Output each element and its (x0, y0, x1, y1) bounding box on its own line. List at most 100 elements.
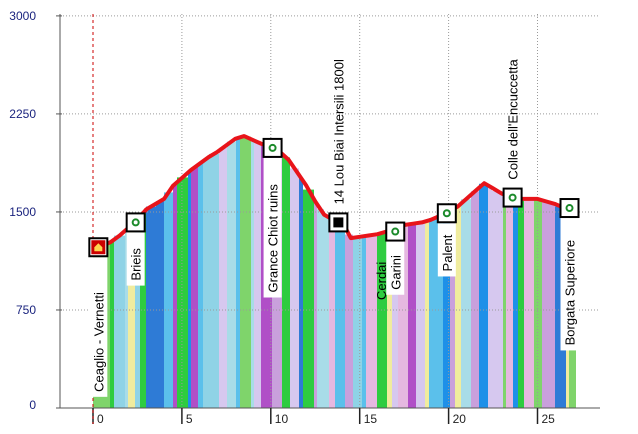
elevation-stripe (392, 227, 398, 408)
elevation-stripe (219, 147, 227, 409)
elevation-stripe (353, 237, 362, 408)
y-tick-label: 0 (29, 398, 36, 412)
elevation-stripe (551, 203, 555, 408)
elevation-stripe (317, 209, 324, 408)
elevation-stripe (518, 198, 524, 408)
waypoint-label: Grance Chiot ruins (266, 184, 281, 293)
waypoint-label-box (263, 157, 282, 298)
elevation-stripe (455, 206, 461, 408)
x-axis-ticks: 0 5 10 15 20 25 (92, 408, 556, 426)
elevation-stripe (125, 229, 128, 408)
waypoint: 14 Lou Biai Intersili 1800l (328, 59, 349, 233)
elevation-stripe (377, 233, 380, 408)
elevation-stripe (177, 177, 188, 408)
elevation-stripe (425, 220, 429, 408)
elevation-stripe (450, 209, 455, 408)
elevation-stripe (227, 141, 236, 408)
elevation-stripe (324, 216, 329, 408)
x-tick-label: 15 (364, 412, 378, 426)
elevation-stripe (329, 219, 335, 408)
waypoint-label: Garini (388, 255, 403, 290)
elevation-stripe (261, 144, 266, 408)
elevation-stripe (534, 199, 542, 408)
elevation-stripe (398, 225, 408, 408)
waypoint-label: Brieis (129, 248, 144, 281)
square-icon (333, 217, 344, 228)
elevation-stripe (110, 241, 114, 408)
dot-icon (442, 209, 451, 218)
x-tick-label: 0 (97, 412, 104, 426)
y-axis-ticks: 0 750 1500 2250 3000 (9, 9, 62, 412)
dot-icon (391, 227, 400, 236)
dot-icon (131, 218, 140, 227)
x-tick-label: 25 (542, 412, 556, 426)
elevation-stripe (513, 197, 518, 408)
waypoint: Colle dell'Encuccetta (502, 59, 523, 208)
elevation-stripe (461, 199, 471, 408)
elevation-stripe (362, 236, 366, 408)
elevation-stripe (542, 201, 551, 408)
waypoint: Palent (436, 203, 457, 277)
elevation-stripe (203, 158, 209, 408)
elevation-stripe (188, 171, 191, 408)
elevation-stripe (335, 220, 345, 408)
elevation-stripe (555, 206, 566, 408)
dot-icon (268, 143, 277, 152)
elevation-stripe (135, 219, 140, 408)
elevation-stripe (380, 232, 387, 408)
y-tick-label: 3000 (9, 9, 36, 23)
elevation-stripe (408, 223, 416, 408)
elevation-stripe (173, 184, 177, 408)
elevation-stripe (488, 186, 492, 408)
elevation-stripe (506, 195, 513, 408)
waypoint: Garini (385, 221, 406, 295)
elevation-stripe (387, 230, 392, 408)
waypoint-label-box (437, 223, 456, 277)
waypoint: Borgata Superiore (559, 198, 580, 351)
elevation-stripe (251, 139, 254, 409)
waypoint-label-box (560, 218, 579, 351)
x-tick-label: 20 (453, 412, 467, 426)
elevation-stripe (240, 136, 251, 408)
elevation-stripe (198, 163, 203, 408)
elevation-stripe (471, 191, 479, 408)
waypoint-label: Colle dell'Encuccetta (506, 59, 521, 180)
elevation-stripe (416, 222, 425, 408)
elevation-stripe (345, 234, 353, 408)
elevation-stripe (282, 157, 290, 408)
elevation-stripe (156, 201, 164, 408)
dot-icon (565, 204, 574, 213)
waypoint: Grance Chiot ruins (262, 137, 283, 298)
y-tick-label: 1500 (9, 205, 36, 219)
elevation-stripe (314, 201, 317, 408)
waypoint-label-box (89, 257, 108, 397)
elevation-stripe (492, 191, 503, 408)
waypoint-label: Palent (440, 234, 455, 271)
axes (59, 14, 600, 409)
y-tick-label: 750 (16, 303, 36, 317)
x-tick-label: 5 (186, 412, 193, 426)
elevation-stripe (303, 189, 314, 408)
waypoint-markers: Ceaglio - Vernetti Brieis Grance Chiot rui… (88, 59, 580, 397)
x-tick-label: 10 (275, 412, 289, 426)
elevation-stripe (164, 192, 173, 408)
elevation-stripe (254, 142, 261, 408)
elevation-stripe (236, 137, 240, 408)
waypoint-label-clipped: Cerdai (374, 262, 389, 300)
elevation-stripe (146, 206, 156, 408)
elevation-stripe (128, 225, 135, 408)
dot-icon (508, 193, 517, 202)
elevation-stripe (140, 213, 146, 408)
elevation-stripe (443, 212, 450, 408)
waypoint: Brieis (125, 212, 146, 286)
elevation-stripe (290, 168, 299, 408)
waypoint-label: Ceaglio - Vernetti (91, 292, 106, 392)
elevation-stripe (440, 215, 443, 408)
elevation-stripe (299, 177, 303, 408)
waypoint-label: 14 Lou Biai Intersili 1800l (331, 59, 346, 204)
waypoint-label: Borgata Superiore (563, 240, 578, 346)
waypoint-label-box (126, 232, 145, 286)
elevation-stripe (479, 183, 488, 408)
waypoint: Ceaglio - Vernetti (88, 237, 109, 397)
